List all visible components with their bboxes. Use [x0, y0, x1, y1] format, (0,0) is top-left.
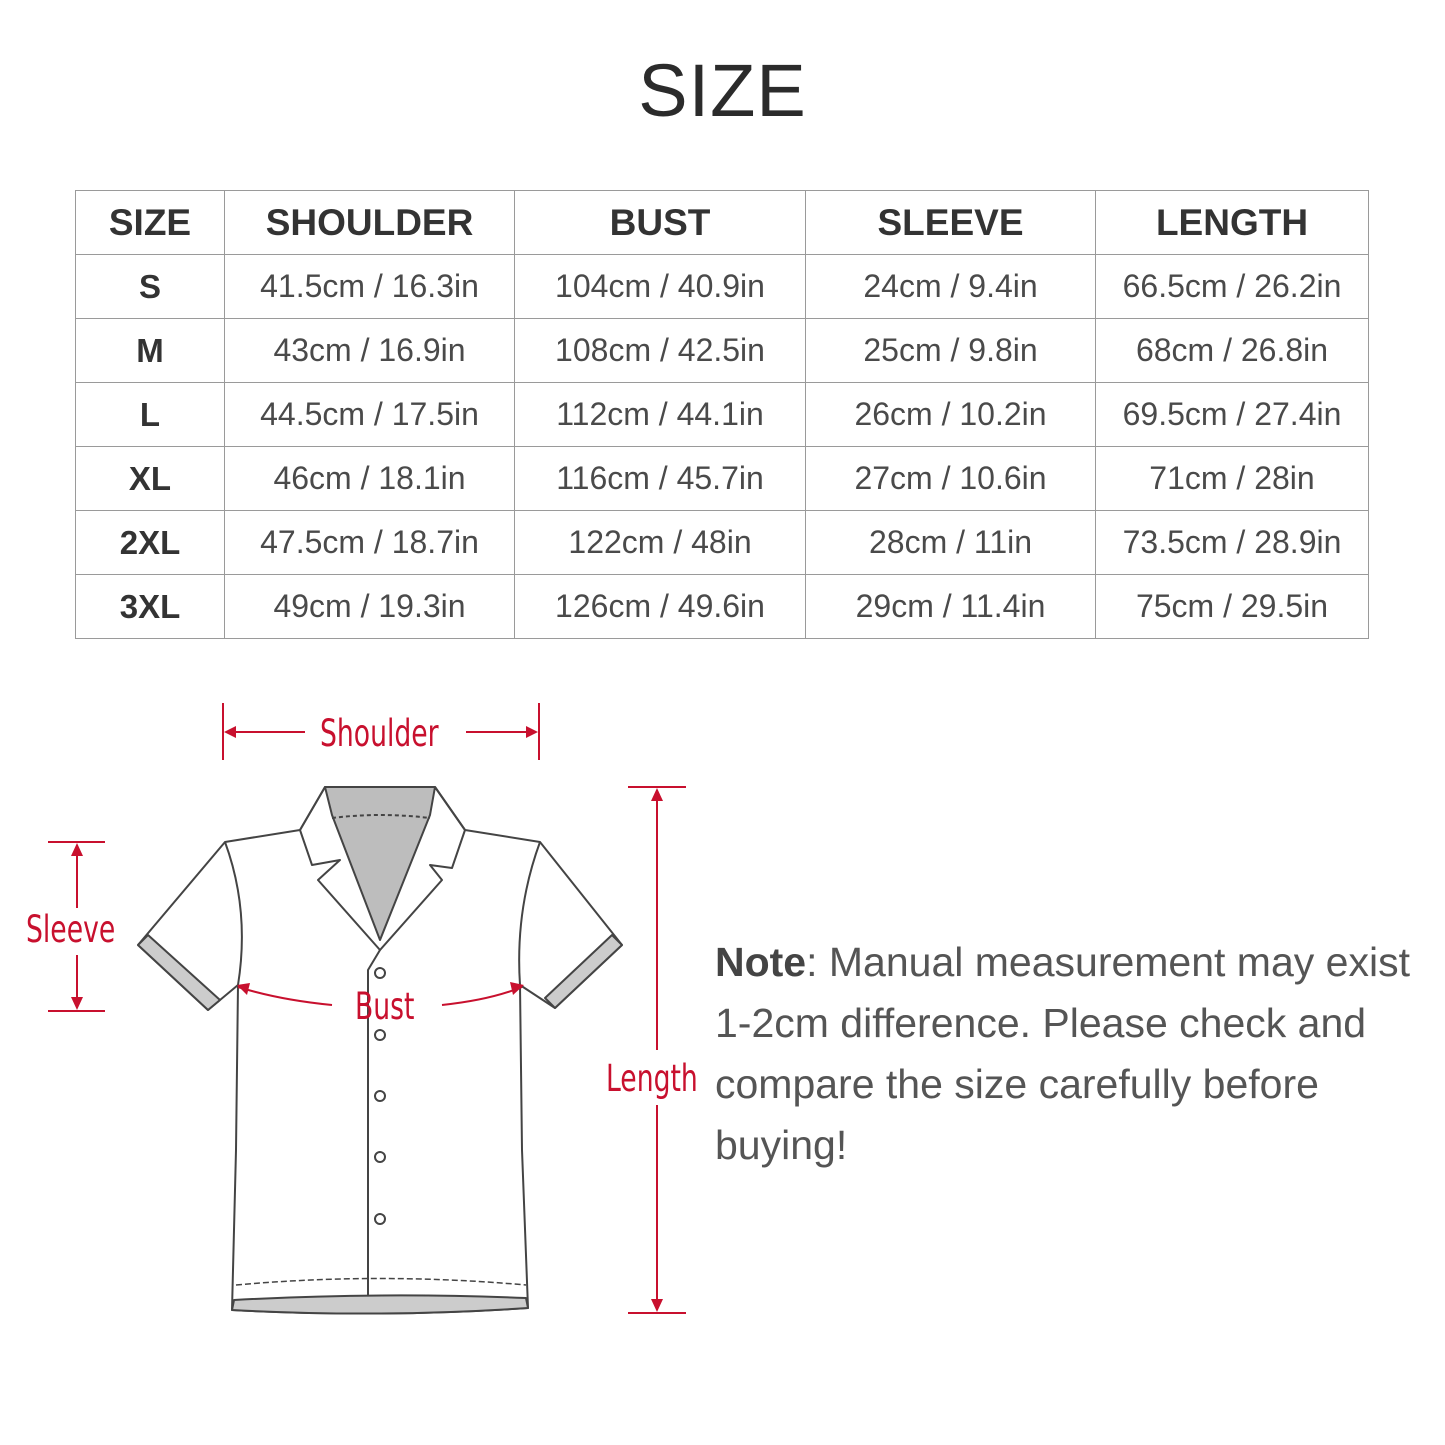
table-row: L 44.5cm / 17.5in 112cm / 44.1in 26cm / 10.…	[75, 382, 1369, 447]
measurement-cell: 104cm / 40.9in	[514, 254, 806, 319]
table-row: XL 46cm / 18.1in 116cm / 45.7in 27cm / 10.6…	[75, 446, 1369, 511]
measurement-arrows	[48, 703, 686, 1314]
size-cell: S	[75, 254, 225, 319]
measurement-cell: 25cm / 9.8in	[805, 318, 1096, 383]
measurement-cell: 69.5cm / 27.4in	[1095, 382, 1369, 447]
measurement-cell: 49cm / 19.3in	[224, 574, 515, 639]
measurement-cell: 47.5cm / 18.7in	[224, 510, 515, 575]
note-body: : Manual measurement may exist 1-2cm dif…	[715, 939, 1410, 1168]
size-cell: L	[75, 382, 225, 447]
table-header-row: SIZE SHOULDER BUST SLEEVE LENGTH	[75, 190, 1369, 255]
measurement-cell: 68cm / 26.8in	[1095, 318, 1369, 383]
measurement-cell: 44.5cm / 17.5in	[224, 382, 515, 447]
page-title: SIZE	[638, 49, 807, 132]
measurement-cell: 112cm / 44.1in	[514, 382, 806, 447]
measurement-cell: 126cm / 49.6in	[514, 574, 806, 639]
note-label: Note	[715, 939, 807, 985]
size-cell: 2XL	[75, 510, 225, 575]
table-row: S 41.5cm / 16.3in 104cm / 40.9in 24cm / 9.4…	[75, 254, 1369, 319]
note-text: Note: Manual measurement may exist 1-2cm…	[715, 932, 1415, 1176]
measurement-cell: 26cm / 10.2in	[805, 382, 1096, 447]
measurement-cell: 43cm / 16.9in	[224, 318, 515, 383]
measurement-cell: 28cm / 11in	[805, 510, 1096, 575]
length-label: Length	[606, 1057, 698, 1100]
bust-label: Bust	[355, 985, 415, 1028]
column-header: BUST	[514, 190, 806, 255]
column-header: LENGTH	[1095, 190, 1369, 255]
shirt-illustration	[137, 786, 623, 1315]
column-header: SLEEVE	[805, 190, 1096, 255]
shoulder-label: Shoulder	[320, 712, 439, 755]
measurement-cell: 73.5cm / 28.9in	[1095, 510, 1369, 575]
size-cell: 3XL	[75, 574, 225, 639]
measurement-cell: 27cm / 10.6in	[805, 446, 1096, 511]
measurement-cell: 122cm / 48in	[514, 510, 806, 575]
size-table: SIZE SHOULDER BUST SLEEVE LENGTH S 41.5cm / 1…	[75, 190, 1369, 639]
table-row: 3XL 49cm / 19.3in 126cm / 49.6in 29cm / 11.…	[75, 574, 1369, 639]
table-row: 2XL 47.5cm / 18.7in 122cm / 48in 28cm / 11i…	[75, 510, 1369, 575]
measurement-cell: 41.5cm / 16.3in	[224, 254, 515, 319]
measurement-cell: 66.5cm / 26.2in	[1095, 254, 1369, 319]
measurement-cell: 71cm / 28in	[1095, 446, 1369, 511]
table-row: M 43cm / 16.9in 108cm / 42.5in 25cm / 9.8in…	[75, 318, 1369, 383]
measurement-cell: 116cm / 45.7in	[514, 446, 806, 511]
measurement-cell: 46cm / 18.1in	[224, 446, 515, 511]
measurement-cell: 75cm / 29.5in	[1095, 574, 1369, 639]
size-cell: M	[75, 318, 225, 383]
column-header: SIZE	[75, 190, 225, 255]
sleeve-label: Sleeve	[26, 908, 116, 951]
measurement-cell: 29cm / 11.4in	[805, 574, 1096, 639]
measurement-cell: 108cm / 42.5in	[514, 318, 806, 383]
